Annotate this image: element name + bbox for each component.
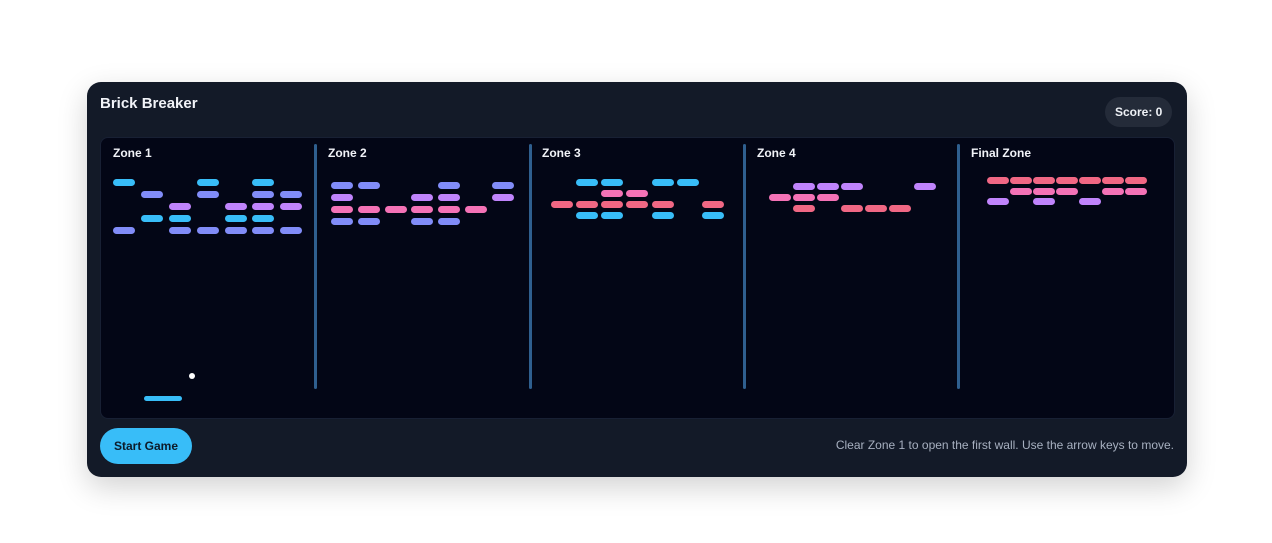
brick bbox=[1125, 177, 1147, 184]
ball bbox=[189, 373, 195, 379]
brick bbox=[987, 198, 1009, 205]
brick bbox=[411, 206, 433, 213]
brick bbox=[331, 194, 353, 201]
brick bbox=[438, 182, 460, 189]
brick bbox=[626, 190, 648, 197]
brick bbox=[702, 201, 724, 208]
instructions-text: Clear Zone 1 to open the first wall. Use… bbox=[835, 438, 1174, 452]
brick bbox=[331, 218, 353, 225]
brick bbox=[1056, 177, 1078, 184]
brick bbox=[793, 205, 815, 212]
brick bbox=[141, 191, 163, 198]
brick bbox=[1056, 188, 1078, 195]
brick bbox=[1079, 177, 1101, 184]
start-game-button[interactable]: Start Game bbox=[100, 428, 192, 464]
brick bbox=[169, 203, 191, 210]
brick bbox=[169, 215, 191, 222]
brick bbox=[817, 183, 839, 190]
brick bbox=[601, 179, 623, 186]
brick bbox=[492, 194, 514, 201]
zone-label-2: Zone 2 bbox=[328, 146, 367, 160]
brick bbox=[331, 206, 353, 213]
zone-wall-1 bbox=[314, 144, 317, 389]
brick bbox=[197, 191, 219, 198]
brick bbox=[652, 201, 674, 208]
brick bbox=[576, 212, 598, 219]
brick bbox=[601, 190, 623, 197]
brick bbox=[252, 203, 274, 210]
brick bbox=[652, 212, 674, 219]
brick bbox=[601, 201, 623, 208]
score-badge: Score: 0 bbox=[1105, 97, 1173, 127]
zone-label-3: Zone 3 bbox=[542, 146, 581, 160]
brick bbox=[817, 194, 839, 201]
zone-wall-3 bbox=[743, 144, 746, 389]
brick bbox=[197, 179, 219, 186]
brick bbox=[1033, 198, 1055, 205]
brick bbox=[385, 206, 407, 213]
brick bbox=[169, 227, 191, 234]
zone-label-1: Zone 1 bbox=[113, 146, 152, 160]
game-card: Brick Breaker Score: 0 Zone 1 Zone 2 Zon… bbox=[87, 82, 1187, 477]
brick bbox=[280, 227, 302, 234]
brick bbox=[252, 179, 274, 186]
brick bbox=[280, 203, 302, 210]
brick bbox=[280, 191, 302, 198]
brick bbox=[914, 183, 936, 190]
brick bbox=[252, 227, 274, 234]
brick bbox=[331, 182, 353, 189]
brick bbox=[652, 179, 674, 186]
paddle[interactable] bbox=[144, 396, 182, 401]
game-arena[interactable]: Zone 1 Zone 2 Zone 3 Zone 4 Final Zone bbox=[100, 137, 1175, 419]
brick bbox=[551, 201, 573, 208]
brick bbox=[225, 227, 247, 234]
game-title: Brick Breaker bbox=[100, 95, 198, 112]
brick bbox=[576, 201, 598, 208]
brick bbox=[358, 218, 380, 225]
brick bbox=[1102, 188, 1124, 195]
brick bbox=[358, 206, 380, 213]
zone-label-final: Final Zone bbox=[971, 146, 1031, 160]
brick bbox=[465, 206, 487, 213]
brick bbox=[769, 194, 791, 201]
brick bbox=[987, 177, 1009, 184]
brick bbox=[252, 215, 274, 222]
brick bbox=[1102, 177, 1124, 184]
brick bbox=[841, 183, 863, 190]
brick bbox=[113, 179, 135, 186]
brick bbox=[865, 205, 887, 212]
brick bbox=[1033, 177, 1055, 184]
brick bbox=[1010, 177, 1032, 184]
brick bbox=[793, 183, 815, 190]
zone-wall-2 bbox=[529, 144, 532, 389]
brick bbox=[438, 218, 460, 225]
brick bbox=[411, 218, 433, 225]
brick bbox=[113, 227, 135, 234]
brick bbox=[1010, 188, 1032, 195]
brick bbox=[225, 203, 247, 210]
brick bbox=[841, 205, 863, 212]
brick bbox=[601, 212, 623, 219]
brick bbox=[1079, 198, 1101, 205]
zone-label-4: Zone 4 bbox=[757, 146, 796, 160]
brick bbox=[793, 194, 815, 201]
brick bbox=[252, 191, 274, 198]
zone-wall-4 bbox=[957, 144, 960, 389]
brick bbox=[141, 215, 163, 222]
brick bbox=[411, 194, 433, 201]
brick bbox=[1125, 188, 1147, 195]
brick bbox=[702, 212, 724, 219]
brick bbox=[197, 227, 219, 234]
brick bbox=[492, 182, 514, 189]
brick bbox=[438, 206, 460, 213]
brick bbox=[626, 201, 648, 208]
brick bbox=[225, 215, 247, 222]
brick bbox=[889, 205, 911, 212]
brick bbox=[1033, 188, 1055, 195]
brick bbox=[438, 194, 460, 201]
brick bbox=[576, 179, 598, 186]
brick bbox=[358, 182, 380, 189]
brick bbox=[677, 179, 699, 186]
